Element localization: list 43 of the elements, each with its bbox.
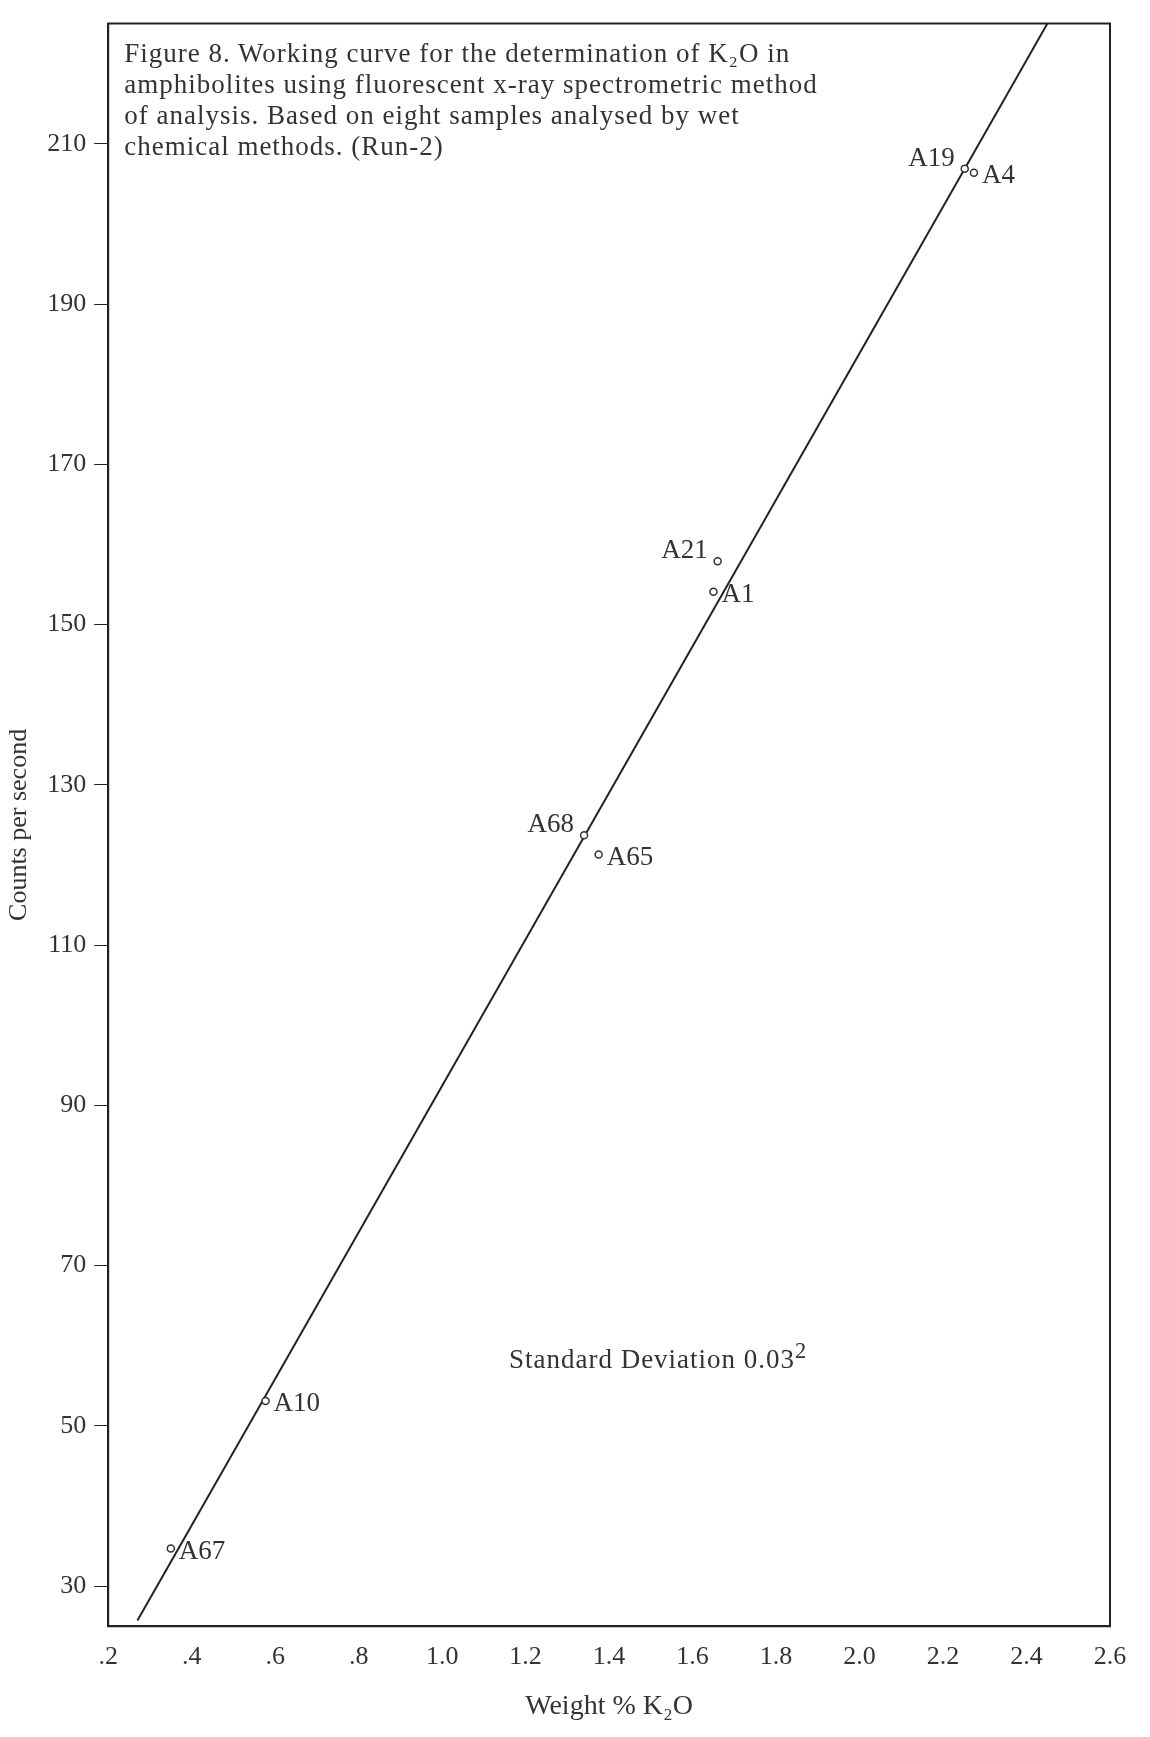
annotation: A10 <box>273 1387 321 1418</box>
y-tick-label: 210 <box>47 127 87 157</box>
point <box>261 1396 270 1406</box>
point <box>969 168 979 177</box>
text: Figure 8. Working curve for the determination of K₂O in amphibolites using fluorescent x-ray spectrometric method of analysis. Based on eight samples analysed by wet chemical methods. (Run-2) <box>124 37 819 162</box>
x-tick-label: 2.0 <box>843 1640 876 1670</box>
point <box>594 850 603 859</box>
y-tick-label: 70 <box>60 1249 87 1279</box>
x-tick-label: 2.6 <box>1093 1640 1127 1670</box>
x-tick-label: 2.4 <box>1010 1640 1043 1670</box>
point <box>713 557 722 566</box>
x-tick-label: 2.2 <box>926 1640 960 1670</box>
annotation: A68 <box>527 808 575 839</box>
x-tick-label: .8 <box>348 1640 369 1670</box>
annotation: A65 <box>606 840 654 871</box>
x-tick-label: .4 <box>181 1640 202 1670</box>
x-tick-label: 1.6 <box>676 1640 709 1670</box>
x-tick-label: 1.4 <box>592 1640 626 1670</box>
y-axis-title: Counts per second <box>3 728 33 921</box>
y-tick-label: 190 <box>47 287 87 317</box>
y-tick-label: 90 <box>60 1089 87 1119</box>
x-tick-label: 1.2 <box>509 1640 542 1670</box>
y-tick-label: 50 <box>60 1409 87 1439</box>
y-tick-label: 150 <box>47 608 87 638</box>
annotation: Standard Deviation 0.03$^{2}$ <box>508 1337 808 1375</box>
y-tick-label: 170 <box>47 448 87 478</box>
point <box>579 831 589 840</box>
x-tick-label: .6 <box>265 1640 285 1670</box>
annotation: A4 <box>981 158 1016 189</box>
annotation: A1 <box>721 577 755 608</box>
point <box>709 587 718 596</box>
annotation: A19 <box>908 141 955 172</box>
x-tick-label: 1.0 <box>425 1640 459 1670</box>
annotation: A67 <box>178 1534 226 1565</box>
x-axis-title: Weight % K₂O <box>525 1688 693 1720</box>
point <box>166 1544 176 1553</box>
y-tick-label: 110 <box>48 928 87 958</box>
annotation: A21 <box>661 534 708 565</box>
x-tick-label: .2 <box>98 1640 118 1670</box>
y-tick-label: 30 <box>60 1569 87 1599</box>
point <box>960 164 969 173</box>
y-tick-label: 130 <box>47 768 87 798</box>
x-tick-label: 1.8 <box>759 1640 793 1670</box>
